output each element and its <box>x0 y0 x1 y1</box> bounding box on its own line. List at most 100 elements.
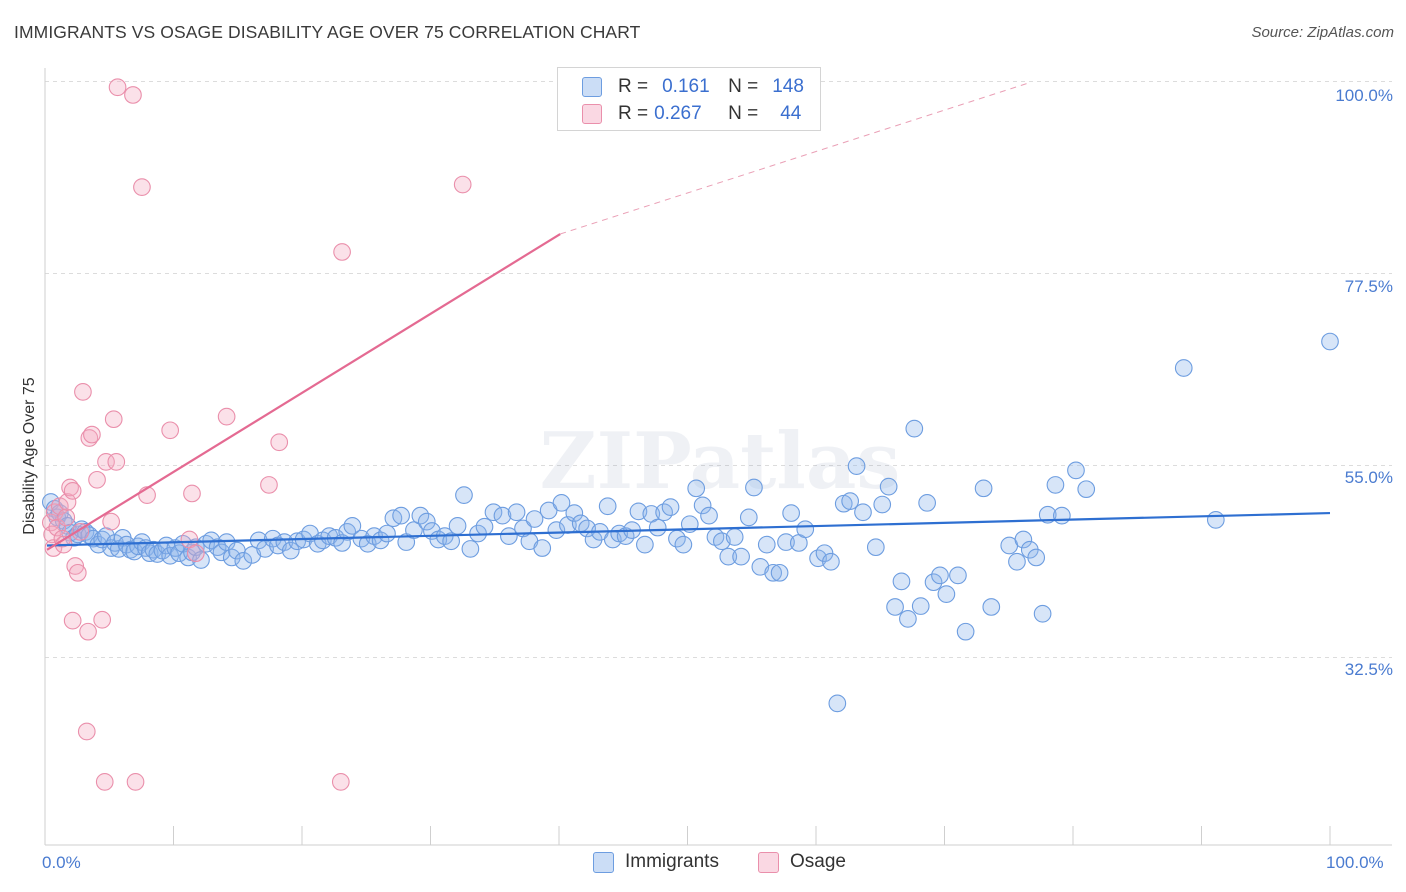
legend-row-osage: R = 0.267 N = 44 <box>582 102 801 126</box>
immigrants-point <box>448 517 467 535</box>
immigrants-point <box>764 563 783 582</box>
immigrants-point <box>757 535 776 554</box>
osage-point <box>183 484 201 503</box>
immigrants-point <box>1053 506 1071 525</box>
immigrants-point <box>1033 604 1052 623</box>
immigrants-point <box>343 517 362 535</box>
legend-swatch-immigrants <box>582 77 602 97</box>
legend-swatch-osage <box>758 851 779 873</box>
immigrants-point <box>674 535 693 554</box>
osage-point <box>104 410 123 429</box>
immigrants-point <box>455 486 473 505</box>
immigrants-point <box>719 547 738 566</box>
osage-point <box>186 544 205 563</box>
y-tick-label: 77.5% <box>1344 277 1393 296</box>
immigrants-point <box>732 547 750 566</box>
immigrants-point <box>598 497 617 516</box>
immigrants-point <box>905 419 924 438</box>
r-label: R = <box>618 76 649 97</box>
immigrants-point <box>493 506 512 525</box>
osage-point <box>107 453 126 471</box>
immigrants-point <box>931 566 949 585</box>
osage-point <box>133 178 151 196</box>
immigrants-point <box>1067 461 1085 480</box>
immigrants-point <box>974 479 993 498</box>
immigrants-point <box>822 552 840 571</box>
immigrants-point <box>547 521 566 539</box>
osage-point <box>333 243 351 261</box>
immigrants-point <box>770 563 789 582</box>
osage-point <box>74 383 92 401</box>
osage-point <box>270 433 289 452</box>
watermark: ZIPatlas <box>540 416 901 507</box>
immigrants-point <box>1174 359 1193 377</box>
immigrants-point <box>1027 548 1046 567</box>
immigrants-point <box>751 557 770 576</box>
immigrants-point <box>212 543 231 562</box>
x-tick-label: 100.0% <box>1326 853 1384 872</box>
x-tick-label: 0.0% <box>42 853 81 872</box>
osage-point <box>83 425 101 444</box>
immigrants-point <box>243 546 262 564</box>
immigrants-point <box>1077 480 1096 499</box>
osage-point <box>88 470 106 489</box>
immigrants-point <box>924 573 943 592</box>
immigrants-point <box>873 495 892 514</box>
osage-point <box>126 773 145 791</box>
legend-label-osage: Osage <box>790 851 846 872</box>
immigrants-point <box>879 477 898 496</box>
y-tick-label: 100.0% <box>1335 86 1393 105</box>
immigrants-point <box>525 510 544 528</box>
immigrants-point <box>796 520 815 539</box>
immigrants-point <box>725 528 744 546</box>
osage-point <box>124 86 142 104</box>
immigrants-point <box>552 493 571 512</box>
immigrants-point <box>1206 511 1225 529</box>
immigrants-point <box>918 493 936 512</box>
osage-point <box>108 78 127 97</box>
r-value: 0.267 <box>654 103 702 124</box>
immigrants-point <box>687 479 706 498</box>
osage-point <box>61 478 79 497</box>
osage-point <box>77 722 96 741</box>
immigrants-point <box>533 539 552 557</box>
immigrants-point <box>854 503 872 522</box>
immigrants-point <box>281 541 300 560</box>
immigrants-point <box>1046 476 1065 494</box>
immigrants-point <box>745 478 763 497</box>
immigrants-point <box>288 532 307 551</box>
immigrants-point <box>565 504 584 522</box>
y-tick-label: 32.5% <box>1344 660 1393 679</box>
immigrants-point <box>648 518 667 537</box>
osage-point <box>57 508 76 527</box>
osage-point <box>66 557 85 575</box>
immigrants-point <box>886 598 904 616</box>
immigrants-point <box>693 496 712 515</box>
osage-point <box>97 453 115 471</box>
legend-label-immigrants: Immigrants <box>625 851 719 872</box>
legend-swatch-osage <box>582 104 602 124</box>
legend-swatch-immigrants <box>593 851 614 873</box>
immigrants-point <box>1008 552 1026 571</box>
immigrants-point <box>949 566 967 585</box>
r-value: 0.161 <box>662 76 710 97</box>
osage-point <box>63 482 82 500</box>
immigrants-point <box>392 506 410 525</box>
osage-point <box>80 429 99 447</box>
immigrants-point <box>892 572 911 591</box>
immigrants-point <box>234 552 253 570</box>
legend-item-immigrants: Immigrants <box>593 851 719 873</box>
osage-trend-line <box>46 233 561 551</box>
immigrants-point <box>982 598 1001 616</box>
immigrants-point <box>700 506 718 525</box>
chart-title: IMMIGRANTS VS OSAGE DISABILITY AGE OVER … <box>14 22 641 42</box>
immigrants-point <box>636 535 654 554</box>
immigrants-point <box>539 501 558 520</box>
immigrants-point <box>1014 530 1033 549</box>
osage-point <box>68 563 87 582</box>
immigrants-point <box>1038 505 1057 524</box>
immigrants-point <box>739 508 758 527</box>
immigrants-point <box>841 492 860 510</box>
immigrants-trend-line <box>46 511 1331 547</box>
osage-point <box>79 622 97 641</box>
